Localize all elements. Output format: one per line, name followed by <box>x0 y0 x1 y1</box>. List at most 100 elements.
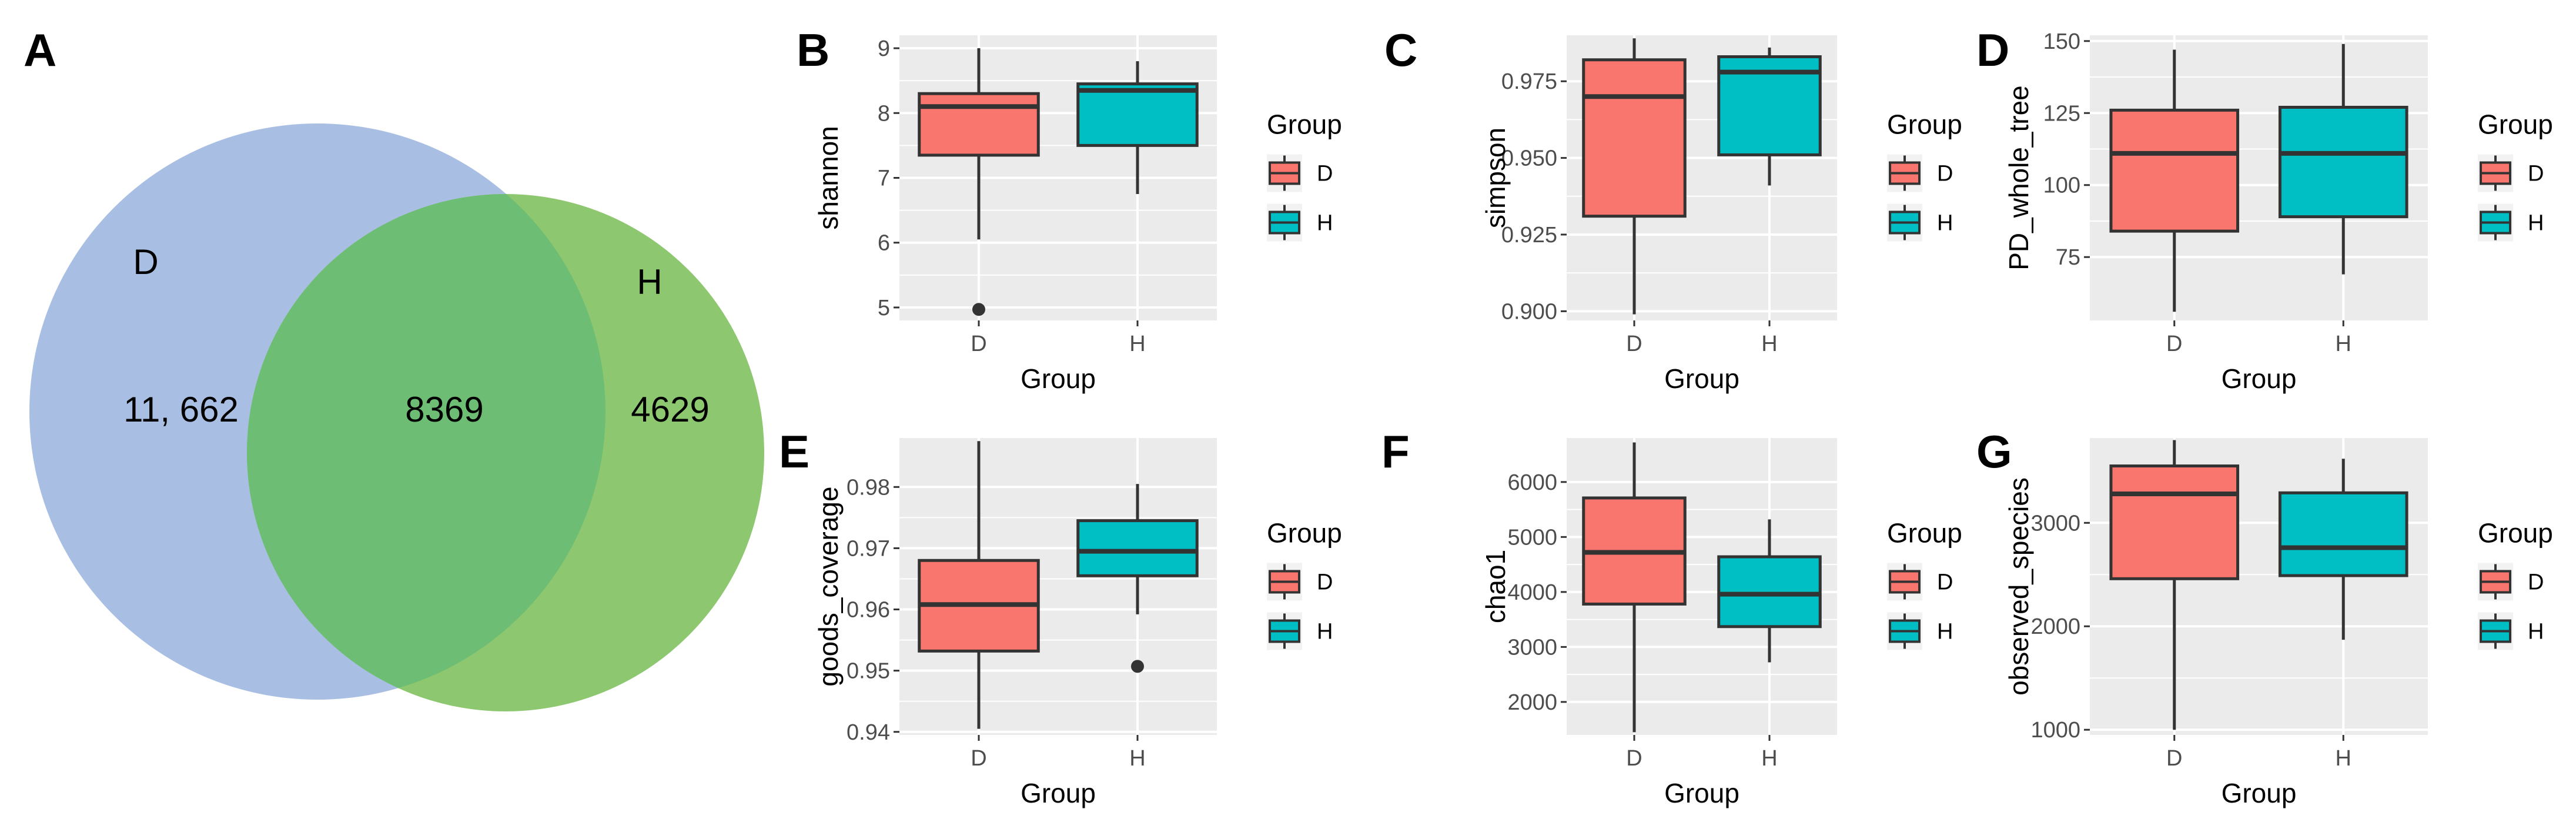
x-axis-title: Group <box>1664 778 1739 808</box>
y-tick-label: 0.98 <box>847 475 890 500</box>
panel-d: D 75 100 125 150 D H Group PD_whole_tree Group D H <box>1976 24 2553 394</box>
legend-item-d: D <box>2478 154 2544 192</box>
y-axis-title: PD_whole_tree <box>2003 85 2034 270</box>
y-tick-label: 0.925 <box>1501 223 1557 248</box>
y-tick-label: 0.97 <box>847 536 890 561</box>
y-tick-label: 5000 <box>1507 525 1557 550</box>
x-tick-label: D <box>1626 746 1642 771</box>
legend-title: Group <box>1887 109 1962 140</box>
legend-item-h: H <box>1267 612 1333 650</box>
legend: Group D H <box>2478 109 2553 242</box>
y-axis-title: goods_coverage <box>813 486 844 686</box>
box-h <box>1076 484 1199 673</box>
legend-title: Group <box>1267 109 1342 140</box>
legend-item-d: D <box>1267 563 1333 601</box>
legend-item-d: D <box>2478 563 2544 601</box>
legend-title: Group <box>2478 109 2553 140</box>
panel-e: E 0.94 0.95 0.96 0.97 0.98 D H Group goods_covera… <box>779 426 1342 808</box>
x-tick-label: D <box>2166 332 2182 356</box>
x-tick-label: H <box>1761 332 1777 356</box>
x-axis-title: Group <box>1021 778 1096 808</box>
legend: Group D H <box>1887 109 1962 242</box>
y-axis-title: simpson <box>1480 128 1511 228</box>
y-tick-label: 8 <box>878 101 890 126</box>
panel-label-A: A <box>24 24 56 76</box>
box-h <box>2278 459 2408 640</box>
y-tick-label: 9 <box>878 36 890 61</box>
legend: Group D H <box>2478 518 2553 650</box>
legend-item-d: D <box>1887 154 1953 192</box>
panel-label-f: F <box>1381 426 1410 477</box>
legend-item-h: H <box>1887 612 1953 650</box>
box-h <box>2278 44 2408 275</box>
legend-title: Group <box>1267 518 1342 549</box>
x-axis-title: Group <box>2222 778 2297 808</box>
legend: Group D H <box>1267 109 1342 242</box>
venn-count-h-only: 4629 <box>631 390 709 429</box>
legend: Group D H <box>1267 518 1342 650</box>
panel-g: G 1000 2000 3000 D H Group observed_species Grou… <box>1976 426 2553 808</box>
box-d <box>2109 440 2240 730</box>
box-d <box>1582 442 1687 733</box>
box-h <box>1717 519 1822 663</box>
x-tick-label: D <box>971 746 986 771</box>
legend-label: H <box>1317 620 1333 644</box>
box-body <box>2278 491 2408 577</box>
outlier-point <box>1131 660 1144 673</box>
legend-item-h: H <box>1887 203 1953 242</box>
y-axis-title: observed_species <box>2003 477 2034 696</box>
legend-label: D <box>2528 570 2544 595</box>
y-tick-label: 4000 <box>1507 580 1557 605</box>
panel-b: B 5 6 7 8 9 D H Group shannon Group D H <box>797 24 1342 394</box>
x-tick-label: D <box>2166 746 2182 771</box>
legend-label: D <box>1317 570 1333 595</box>
x-axis-title: Group <box>1021 363 1096 394</box>
y-tick-label: 3000 <box>1507 635 1557 660</box>
box-body <box>2109 108 2240 233</box>
x-tick-label: D <box>1626 332 1642 356</box>
legend-label: H <box>1937 620 1953 644</box>
y-tick-label: 3000 <box>2030 511 2080 536</box>
y-tick-label: 0.96 <box>847 598 890 623</box>
y-tick-label: 125 <box>2043 101 2080 126</box>
legend-item-h: H <box>1267 203 1333 242</box>
legend-label: H <box>1937 211 1953 236</box>
legend-title: Group <box>2478 518 2553 549</box>
venn-overlap-region <box>247 194 606 688</box>
legend-label: D <box>2528 162 2544 186</box>
y-tick-label: 6 <box>878 231 890 256</box>
box-d <box>2109 49 2240 312</box>
y-tick-label: 1000 <box>2030 718 2080 743</box>
x-axis-title: Group <box>2222 363 2297 394</box>
x-tick-label: H <box>1761 746 1777 771</box>
panel-label-e: E <box>779 426 809 477</box>
legend-item-h: H <box>2478 612 2544 650</box>
x-tick-label: H <box>2336 332 2351 356</box>
legend-label: D <box>1937 162 1953 186</box>
panel-label-b: B <box>797 24 829 76</box>
box-body <box>1717 555 1822 629</box>
x-axis-title: Group <box>1664 363 1739 394</box>
panel-f: F 2000 3000 4000 5000 6000 D H Group chao1 Group D H <box>1381 426 1962 808</box>
box-body <box>2278 105 2408 219</box>
box-body <box>1582 58 1687 218</box>
y-tick-label: 0.900 <box>1501 299 1557 324</box>
y-tick-label: 150 <box>2043 29 2080 54</box>
legend-title: Group <box>1887 518 1962 549</box>
box-h <box>1717 47 1822 186</box>
panel-label-g: G <box>1976 426 2012 477</box>
box-body <box>1076 82 1199 147</box>
boxplot-panels: B 5 6 7 8 9 D H Group shannon Group D H C 0.900 0.925 0.… <box>779 24 2553 808</box>
box-d <box>1582 38 1687 315</box>
box-d <box>918 441 1040 729</box>
y-tick-label: 0.975 <box>1501 69 1557 94</box>
legend-item-d: D <box>1267 154 1333 192</box>
y-tick-label: 7 <box>878 166 890 191</box>
y-tick-label: 0.94 <box>847 720 890 745</box>
venn-label-d: D <box>133 242 158 282</box>
legend-label: D <box>1317 162 1333 186</box>
panel-label-c: C <box>1384 24 1417 76</box>
y-tick-label: 2000 <box>1507 690 1557 715</box>
panel-label-d: D <box>1976 24 2009 76</box>
